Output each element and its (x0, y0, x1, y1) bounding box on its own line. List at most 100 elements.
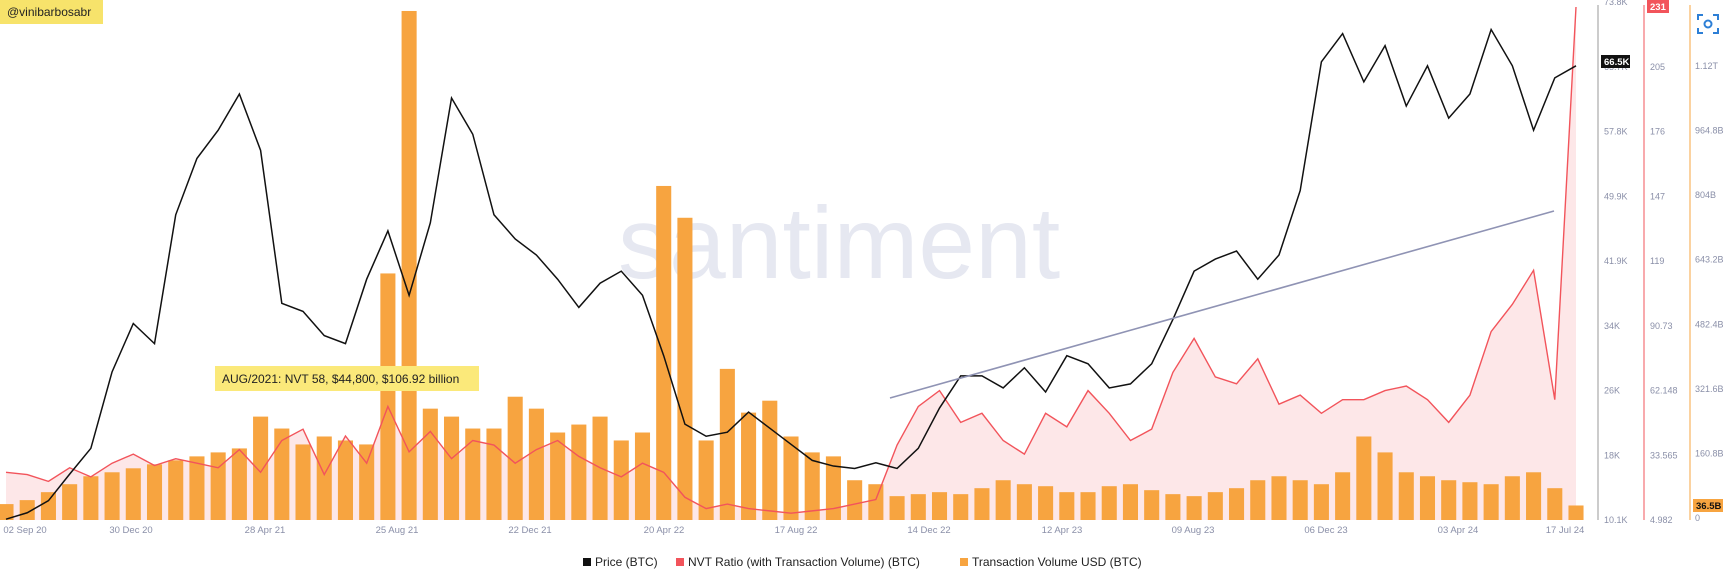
price-line (5, 27, 1577, 520)
volume-bar (210, 452, 226, 520)
axis-tick-label: 41.9K (1604, 256, 1628, 266)
volume-bar (1377, 452, 1393, 520)
axis-tick-label: 643.2B (1695, 255, 1724, 265)
legend-label[interactable]: Price (BTC) (595, 555, 658, 569)
volume-bar (0, 504, 14, 520)
volume-bar (656, 185, 672, 520)
volume-bar (231, 448, 247, 520)
nvt-series-line (5, 6, 1577, 514)
legend: Price (BTC) NVT Ratio (with Transaction V… (583, 555, 1142, 569)
annotation-text: AUG/2021: NVT 58, $44,800, $106.92 billi… (222, 372, 459, 386)
volume-bar (401, 10, 417, 520)
axis-tick-label: 49.9K (1604, 191, 1628, 201)
volume-bar (507, 396, 523, 520)
volume-bar (571, 424, 587, 520)
volume-bar (1101, 486, 1117, 520)
axis-tick-label: 34K (1604, 321, 1620, 331)
volume-bar (359, 444, 375, 520)
axis-tick-label: 26K (1604, 386, 1620, 396)
volume-bar (83, 476, 99, 520)
volume-bar (528, 408, 544, 520)
volume-bar (1462, 482, 1478, 520)
axis-tick-label: 482.4B (1695, 319, 1724, 329)
scan-icon (1697, 14, 1719, 34)
volume-bar (931, 492, 948, 520)
axis-tick-label: 147 (1650, 191, 1665, 201)
volume-bar (1080, 492, 1096, 520)
volume-bars (0, 10, 1584, 520)
volume-bar (995, 480, 1011, 520)
axis-tick-label: 176 (1650, 127, 1665, 137)
axis-tick-label: 1.12T (1695, 61, 1719, 71)
x-tick-label: 14 Dec 22 (907, 525, 950, 536)
current-value-badge (1693, 499, 1723, 512)
volume-axis-ticks: 1.12T 964.8B 804B 643.2B 482.4B 321.6B 160.8B 0 (1695, 61, 1724, 523)
current-value-badges: 66.5K 231 36.5B (1601, 0, 1723, 512)
volume-bar (804, 452, 820, 520)
legend-swatch (583, 558, 591, 566)
volume-bar (1122, 484, 1138, 520)
volume-bar (295, 444, 311, 520)
axis-tick-label: 62.148 (1650, 386, 1678, 396)
volume-bar (910, 494, 926, 520)
volume-bar (741, 412, 757, 520)
volume-bar (19, 500, 35, 520)
volume-bar (1059, 492, 1075, 520)
x-tick-label: 12 Apr 23 (1042, 525, 1083, 536)
current-value-label: 36.5B (1696, 501, 1721, 512)
price-series-line (5, 27, 1577, 520)
nvt-line (5, 6, 1577, 514)
volume-bar (337, 440, 353, 520)
volume-bar (613, 440, 629, 520)
volume-bar (1526, 472, 1542, 520)
volume-bar (274, 428, 290, 520)
volume-bar (1504, 476, 1520, 520)
x-tick-label: 22 Dec 21 (508, 525, 551, 536)
author-tag[interactable]: @vinibarbosabr (7, 5, 91, 19)
nvt-area-fill (6, 7, 1576, 520)
x-tick-label: 25 Aug 21 (376, 525, 419, 536)
x-tick-label: 17 Jul 24 (1546, 525, 1585, 536)
volume-bar (1483, 484, 1499, 520)
current-value-label: 231 (1650, 2, 1667, 13)
axis-tick-label: 321.6B (1695, 384, 1724, 394)
volume-bar (1547, 488, 1563, 520)
volume-bar (1186, 496, 1202, 520)
axis-tick-label: 57.8K (1604, 127, 1628, 137)
volume-bar (783, 436, 799, 520)
volume-bar (444, 416, 460, 520)
axis-tick-label: 0 (1695, 513, 1700, 523)
volume-bar (1165, 494, 1181, 520)
volume-bar (40, 492, 56, 520)
volume-bar (1419, 476, 1436, 520)
volume-bar (953, 494, 969, 520)
current-value-label: 66.5K (1604, 57, 1629, 68)
x-tick-label: 06 Dec 23 (1304, 525, 1347, 536)
legend-label[interactable]: NVT Ratio (with Transaction Volume) (BTC… (688, 555, 920, 569)
screenshot-button[interactable] (1694, 10, 1722, 38)
volume-bar (104, 472, 120, 520)
volume-bar (253, 416, 269, 520)
axis-tick-label: 10.1K (1604, 515, 1628, 525)
x-axis-ticks: 02 Sep 20 30 Dec 20 28 Apr 21 25 Aug 21 22 D… (3, 525, 1584, 536)
axis-tick-label: 4.982 (1650, 515, 1673, 525)
legend-label[interactable]: Transaction Volume USD (BTC) (972, 555, 1142, 569)
axis-tick-label: 73.8K (1604, 0, 1628, 7)
annotation-bg (215, 366, 479, 391)
volume-bar (125, 468, 141, 520)
volume-bar (146, 464, 163, 520)
volume-bar (380, 273, 396, 520)
volume-bar (1144, 490, 1160, 520)
volume-bar (1207, 492, 1223, 520)
volume-bar (1313, 484, 1329, 520)
x-tick-label: 02 Sep 20 (3, 525, 46, 536)
volume-bar (1016, 484, 1032, 520)
volume-bar (974, 488, 990, 520)
current-value-badge (1601, 55, 1630, 68)
volume-bar (1356, 436, 1372, 520)
legend-swatch (960, 558, 968, 566)
x-tick-label: 03 Apr 24 (1438, 525, 1479, 536)
volume-bar (62, 484, 78, 520)
